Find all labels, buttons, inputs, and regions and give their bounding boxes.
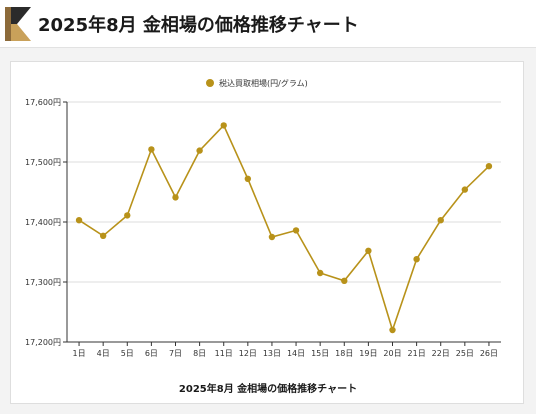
x-tick-label: 8日 <box>193 349 206 358</box>
x-tick-label: 5日 <box>121 349 134 358</box>
y-tick-label: 17,500円 <box>25 158 61 167</box>
x-tick-label: 21日 <box>408 349 426 358</box>
data-point <box>99 232 107 239</box>
x-tick-label: 25日 <box>456 349 474 358</box>
data-point <box>220 122 227 129</box>
chart-card: 税込買取相場(円/グラム) 17,200円 17,300円 17,400円 17,50… <box>10 61 524 404</box>
x-tick-label: 22日 <box>432 349 450 358</box>
data-point <box>365 247 372 254</box>
line-chart: 税込買取相場(円/グラム) 17,200円 17,300円 17,400円 17,50… <box>25 78 501 395</box>
y-axis: 17,200円 17,300円 17,400円 17,500円 17,600円 <box>25 98 68 347</box>
x-tick-label: 14日 <box>287 349 305 358</box>
data-point <box>124 212 131 219</box>
y-tick-label: 17,200円 <box>25 338 61 347</box>
x-tick-label: 12日 <box>239 349 257 358</box>
chart-legend: 税込買取相場(円/グラム) <box>206 78 308 88</box>
legend-marker <box>206 79 214 87</box>
x-tick-label: 7日 <box>169 349 182 358</box>
data-point <box>389 326 396 334</box>
page-header: 2025年8月 金相場の価格推移チャート <box>0 0 536 48</box>
data-point <box>268 233 276 241</box>
x-tick-label: 15日 <box>311 349 329 358</box>
data-point <box>172 194 179 201</box>
data-point <box>485 163 493 170</box>
data-point <box>148 146 155 153</box>
data-point <box>316 269 324 277</box>
x-tick-label: 1日 <box>73 349 86 358</box>
data-point <box>413 256 420 263</box>
data-point <box>437 217 444 224</box>
x-tick-label: 20日 <box>383 349 401 358</box>
x-axis: 1日 4日 5日 6日 7日 8日 11日 12日 13日 14日 15日 18日 19日 20日 21日 2… <box>67 341 501 358</box>
y-tick-label: 17,600円 <box>25 98 61 107</box>
x-tick-label: 19日 <box>359 349 377 358</box>
data-point <box>75 217 83 224</box>
chart-series <box>75 122 493 334</box>
x-tick-label: 18日 <box>335 349 353 358</box>
x-tick-label: 11日 <box>215 349 233 358</box>
x-tick-label: 13日 <box>263 349 281 358</box>
chevron-logo-icon <box>5 7 31 41</box>
y-tick-label: 17,400円 <box>25 218 61 227</box>
chart-title: 2025年8月 金相場の価格推移チャート <box>179 382 357 395</box>
data-point <box>292 227 300 234</box>
x-tick-label: 4日 <box>97 349 110 358</box>
x-tick-label: 26日 <box>480 349 498 358</box>
y-tick-label: 17,300円 <box>25 278 61 287</box>
series-line <box>78 123 490 333</box>
data-point <box>196 147 203 154</box>
data-point <box>461 186 469 193</box>
data-point <box>341 277 348 284</box>
x-tick-label: 6日 <box>145 349 158 358</box>
data-point <box>244 175 252 182</box>
page-title: 2025年8月 金相場の価格推移チャート <box>38 15 359 36</box>
legend-label: 税込買取相場(円/グラム) <box>219 78 308 88</box>
chart-grid <box>67 101 501 343</box>
